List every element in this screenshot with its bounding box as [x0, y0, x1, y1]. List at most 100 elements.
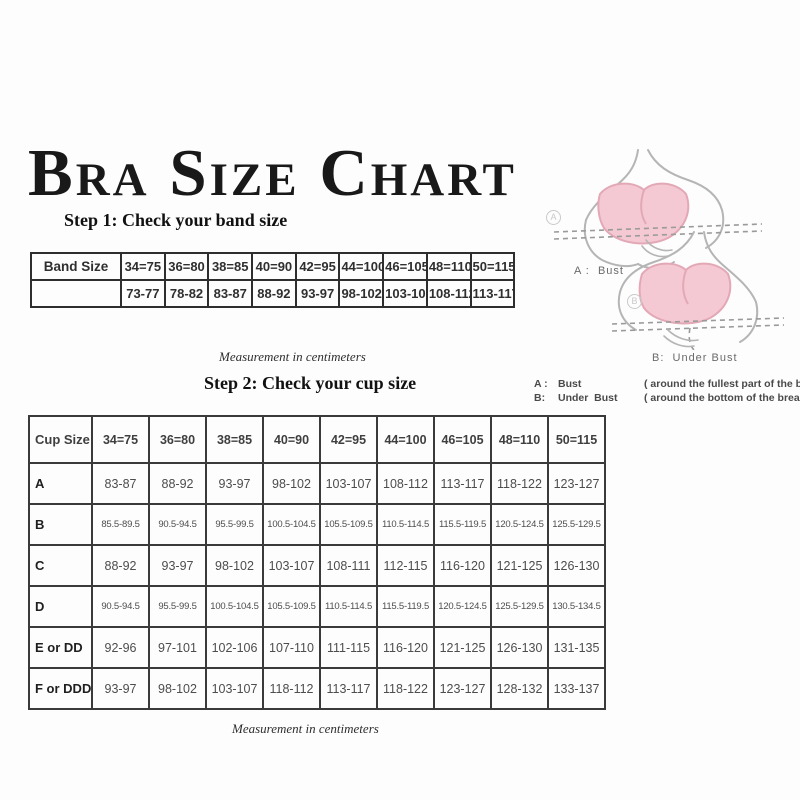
cup-value: 108-111 [319, 544, 378, 587]
measurement-legend: A : Bust ( around the fullest part of th… [534, 377, 800, 405]
cup-row-c: C 88-92 93-97 98-102 103-107 108-111 112… [28, 544, 606, 587]
cup-value: 93-97 [148, 544, 207, 587]
band-range-value: 83-87 [207, 279, 254, 308]
measurement-note-bottom: Measurement in centimeters [232, 721, 379, 736]
cup-value: 97-101 [148, 626, 207, 669]
legend-term-bust: Bust [558, 378, 582, 390]
band-size-value: 42=95 [294, 252, 341, 281]
cup-row-label: C [28, 544, 93, 587]
cup-value: 103-107 [262, 544, 321, 587]
figure-bust-illustration [538, 146, 778, 291]
cup-size-corner-label: Cup Size [28, 415, 93, 464]
band-range-value: 93-97 [294, 279, 341, 308]
cup-value: 113-117 [319, 667, 378, 710]
cup-value: 90.5-94.5 [148, 503, 207, 546]
cup-value: 93-97 [205, 462, 264, 505]
legend-desc-underbust: ( around the bottom of the breast) [644, 392, 800, 404]
cup-col-header: 36=80 [148, 415, 207, 464]
band-range-value: 78-82 [163, 279, 210, 308]
cup-value: 116-120 [433, 544, 492, 587]
cup-value: 121-125 [433, 626, 492, 669]
cup-value: 100.5-104.5 [262, 503, 321, 546]
band-size-value: 48=110 [425, 252, 472, 281]
cup-value: 123-127 [547, 462, 606, 505]
band-size-value: 38=85 [207, 252, 254, 281]
cup-value: 133-137 [547, 667, 606, 710]
cup-col-header: 50=115 [547, 415, 606, 464]
cup-col-header: 42=95 [319, 415, 378, 464]
cup-value: 98-102 [205, 544, 264, 587]
band-size-header: Band Size [30, 252, 122, 281]
cup-value: 105.5-109.5 [262, 585, 321, 628]
figure-b-caption: B: Under Bust [652, 352, 738, 364]
cup-value: 105.5-109.5 [319, 503, 378, 546]
cup-value: 126-130 [490, 626, 549, 669]
cup-value: 88-92 [148, 462, 207, 505]
cup-col-header: 46=105 [433, 415, 492, 464]
cup-value: 115.5-119.5 [376, 585, 435, 628]
cup-value: 98-102 [148, 667, 207, 710]
cup-value: 112-115 [376, 544, 435, 587]
cup-value: 126-130 [547, 544, 606, 587]
cup-value: 108-112 [376, 462, 435, 505]
band-range-value: 73-77 [120, 279, 166, 308]
cup-value: 118-122 [376, 667, 435, 710]
cup-value: 83-87 [91, 462, 150, 505]
cup-value: 92-96 [91, 626, 150, 669]
band-range-row: 73-77 78-82 83-87 88-92 93-97 98-102 103… [30, 279, 516, 308]
cup-value: 98-102 [262, 462, 321, 505]
cup-value: 110.5-114.5 [376, 503, 435, 546]
cup-value: 100.5-104.5 [205, 585, 264, 628]
band-size-value: 40=90 [251, 252, 297, 281]
cup-value: 85.5-89.5 [91, 503, 150, 546]
cup-row-e: E or DD 92-96 97-101 102-106 107-110 111… [28, 626, 606, 669]
legend-key-a: A : [534, 378, 548, 390]
cup-value: 103-107 [319, 462, 378, 505]
cup-value: 110.5-114.5 [319, 585, 378, 628]
cup-value: 118-122 [490, 462, 549, 505]
cup-value: 107-110 [262, 626, 321, 669]
marker-b-badge: B [627, 294, 642, 309]
cup-value: 128-132 [490, 667, 549, 710]
cup-row-label: E or DD [28, 626, 93, 669]
cup-col-header: 44=100 [376, 415, 435, 464]
cup-row-f: F or DDD 93-97 98-102 103-107 118-112 11… [28, 667, 606, 710]
cup-value: 121-125 [490, 544, 549, 587]
legend-line-underbust: B: Under Bust ( around the bottom of the… [534, 391, 800, 405]
band-range-value: 108-112 [425, 279, 472, 308]
legend-line-bust: A : Bust ( around the fullest part of th… [534, 377, 800, 391]
cup-value: 90.5-94.5 [91, 585, 150, 628]
figure-underbust-illustration [598, 228, 798, 355]
band-size-value: 44=100 [338, 252, 385, 281]
cup-col-header: 34=75 [91, 415, 150, 464]
cup-row-d: D 90.5-94.5 95.5-99.5 100.5-104.5 105.5-… [28, 585, 606, 628]
band-range-value: 113-117 [469, 279, 516, 308]
cup-value: 113-117 [433, 462, 492, 505]
legend-desc-bust: ( around the fullest part of the breast) [644, 378, 800, 390]
cup-col-header: 38=85 [205, 415, 264, 464]
cup-header-row: Cup Size 34=75 36=80 38=85 40=90 42=95 4… [28, 415, 606, 464]
cup-row-a: A 83-87 88-92 93-97 98-102 103-107 108-1… [28, 462, 606, 505]
cup-value: 125.5-129.5 [490, 585, 549, 628]
band-size-value: 36=80 [163, 252, 210, 281]
cup-col-header: 40=90 [262, 415, 321, 464]
cup-value: 130.5-134.5 [547, 585, 606, 628]
cup-row-label: A [28, 462, 93, 505]
cup-value: 103-107 [205, 667, 264, 710]
band-size-value: 50=115 [469, 252, 516, 281]
marker-a-badge: A [546, 210, 561, 225]
band-range-value: 103-107 [382, 279, 428, 308]
cup-value: 95.5-99.5 [148, 585, 207, 628]
band-size-table: Band Size 34=75 36=80 38=85 40=90 42=95 … [30, 252, 516, 308]
cup-value: 115.5-119.5 [433, 503, 492, 546]
cup-value: 102-106 [205, 626, 264, 669]
cup-row-b: B 85.5-89.5 90.5-94.5 95.5-99.5 100.5-10… [28, 503, 606, 546]
cup-value: 88-92 [91, 544, 150, 587]
cup-size-table: Cup Size 34=75 36=80 38=85 40=90 42=95 4… [28, 415, 606, 710]
cup-value: 116-120 [376, 626, 435, 669]
band-size-value: 34=75 [120, 252, 166, 281]
cup-value: 131-135 [547, 626, 606, 669]
cup-value: 95.5-99.5 [205, 503, 264, 546]
cup-value: 111-115 [319, 626, 378, 669]
band-size-value: 46=105 [382, 252, 428, 281]
